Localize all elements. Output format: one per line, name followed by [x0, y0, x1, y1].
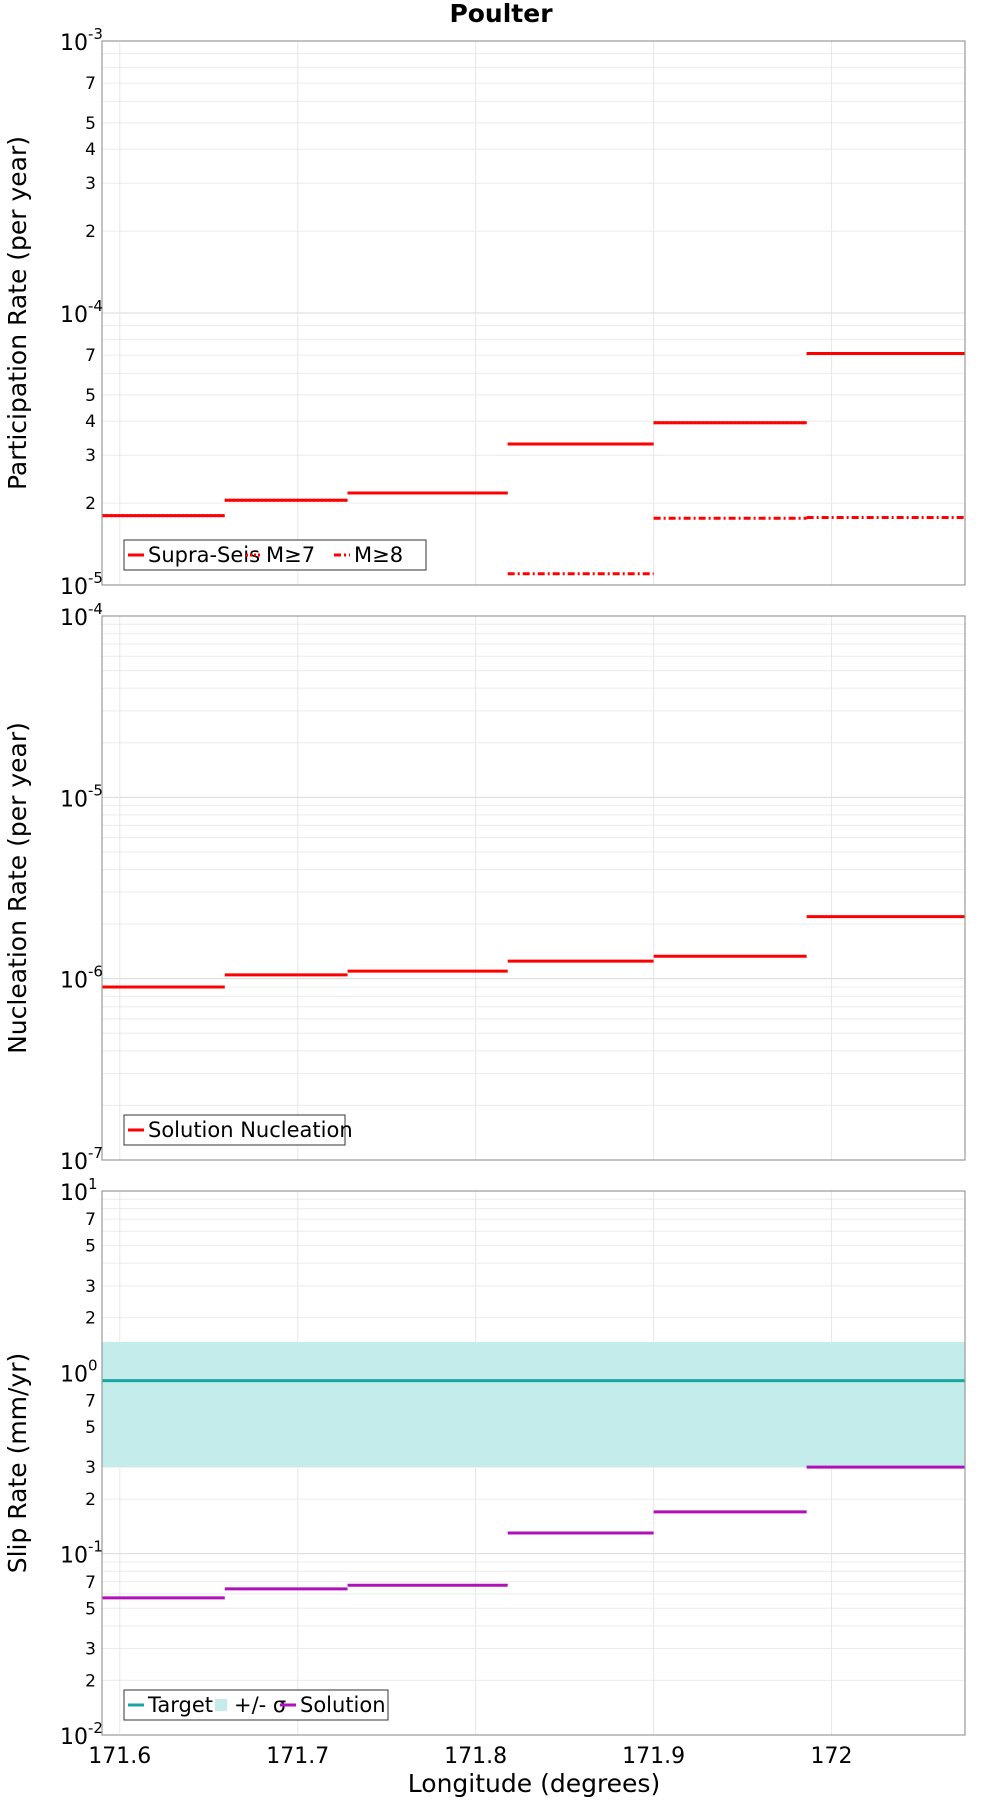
y-tick-label: 101	[60, 1175, 98, 1206]
y-minor-tick-label: 2	[85, 1671, 96, 1691]
plot-area	[102, 616, 965, 1160]
y-minor-tick-label: 3	[85, 446, 96, 466]
y-minor-tick-label: 3	[85, 1277, 96, 1297]
x-tick-label: 172	[811, 1744, 853, 1769]
plot-frame	[101, 40, 966, 586]
legend-entry: Solution Nucleation	[148, 1118, 353, 1142]
y-minor-tick-label: 2	[85, 222, 96, 242]
legend-entry: +/- σ	[234, 1693, 286, 1717]
y-axis-label: Nucleation Rate (per year)	[3, 722, 32, 1054]
x-axis-label: Longitude (degrees)	[408, 1769, 660, 1798]
y-minor-tick-label: 7	[85, 1391, 96, 1411]
y-tick-label: 10-6	[60, 963, 103, 994]
y-minor-tick-label: 7	[85, 1210, 96, 1230]
y-minor-tick-label: 4	[85, 412, 96, 432]
legend-entry: M≥8	[354, 543, 403, 567]
legend-box	[123, 539, 427, 571]
legend-entry: Solution	[300, 1693, 386, 1717]
y-axis-label: Slip Rate (mm/yr)	[3, 1353, 32, 1574]
x-tick-label: 171.7	[266, 1744, 329, 1769]
sigma-band	[102, 1341, 965, 1468]
y-minor-tick-label: 5	[85, 1237, 96, 1257]
legend-box	[123, 1114, 346, 1146]
y-minor-tick-label: 4	[85, 140, 96, 160]
legend-entry: Supra-Seis	[148, 543, 260, 567]
y-minor-tick-label: 2	[85, 1490, 96, 1510]
y-minor-tick-label: 7	[85, 346, 96, 366]
y-tick-label: 10-4	[60, 600, 103, 631]
legend-swatch	[215, 1699, 227, 1711]
legend-entry: M≥7	[266, 543, 315, 567]
panel-2: Nucleation Rate (per year) 10-7 10-6 10-5 10…	[3, 600, 966, 1175]
y-minor-tick-label: 3	[85, 1639, 96, 1659]
y-minor-tick-label: 2	[85, 494, 96, 514]
plot-frame	[101, 1190, 966, 1736]
y-tick-label: 10-1	[60, 1538, 103, 1569]
y-tick-label: 10-7	[60, 1144, 103, 1175]
y-minor-tick-label: 7	[85, 1573, 96, 1593]
panel-1: Participation Rate (per year) 10-5 10-4 10-…	[3, 25, 966, 600]
y-minor-tick-label: 3	[85, 1458, 96, 1478]
y-minor-tick-label: 5	[85, 386, 96, 406]
y-tick-label: 10-4	[60, 297, 103, 328]
y-axis-label: Participation Rate (per year)	[3, 136, 32, 490]
y-tick-label: 10-5	[60, 569, 103, 600]
y-tick-label: 10-2	[60, 1719, 103, 1750]
y-tick-label: 10-3	[60, 25, 103, 56]
chart-title: Poulter	[449, 0, 553, 28]
legend-entry: Target	[147, 1693, 213, 1717]
y-minor-tick-label: 5	[85, 114, 96, 134]
y-minor-tick-label: 5	[85, 1418, 96, 1438]
y-minor-tick-label: 3	[85, 174, 96, 194]
y-minor-tick-label: 7	[85, 74, 96, 94]
x-tick-label: 171.9	[622, 1744, 685, 1769]
panel-3: Slip Rate (mm/yr) 10-2 10-1 100 101 2 3 5 7 2 3 5 7 2…	[3, 1175, 966, 1750]
y-minor-tick-label: 5	[85, 1599, 96, 1619]
x-tick-label: 171.6	[88, 1744, 151, 1769]
y-tick-label: 10-5	[60, 781, 103, 812]
legend-box	[123, 1689, 389, 1721]
y-minor-tick-label: 2	[85, 1309, 96, 1329]
x-tick-label: 171.8	[444, 1744, 507, 1769]
y-tick-label: 100	[60, 1356, 98, 1387]
plot-frame	[101, 615, 966, 1161]
